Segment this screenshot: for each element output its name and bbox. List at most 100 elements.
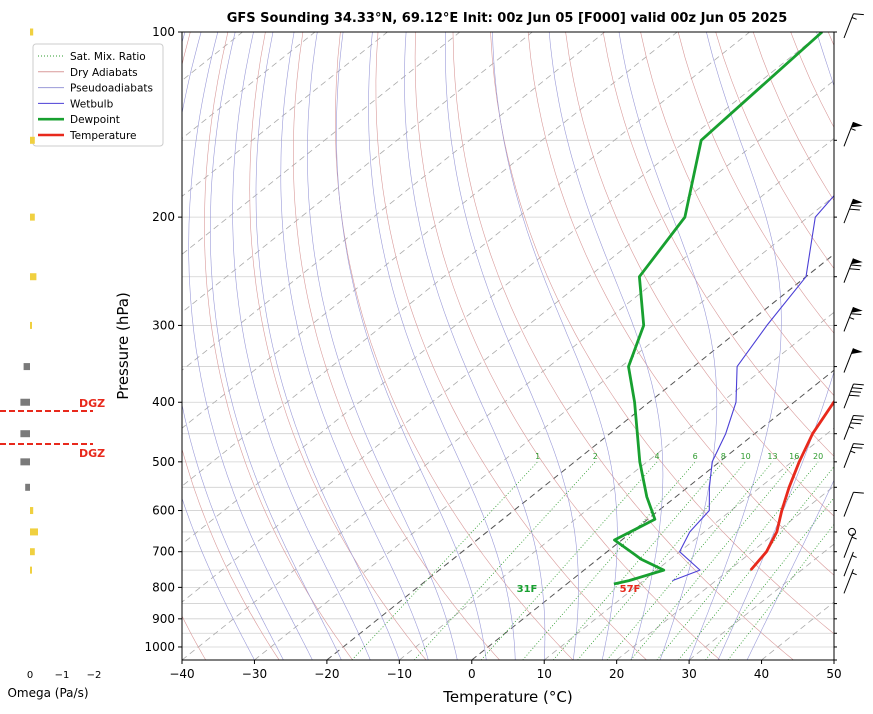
barb-staff [843, 443, 854, 469]
barb-full [850, 204, 862, 207]
x-tick-label: 30 [681, 667, 696, 681]
calm-marker [848, 527, 856, 536]
mixing-ratio-label: 16 [789, 452, 799, 461]
barb-staff [843, 551, 854, 577]
omega-bar [30, 273, 37, 281]
omega-bar [30, 528, 38, 536]
pseudoadiabat [188, 32, 313, 660]
series-dewpoint [613, 32, 824, 586]
y-tick-label: 100 [152, 25, 175, 39]
isotherm [471, 369, 834, 660]
barb-full [850, 313, 862, 316]
x-tick-label: 0 [468, 667, 476, 681]
y-tick-label: 1000 [144, 640, 175, 654]
dry-adiabat [866, 32, 873, 660]
dry-adiabat [565, 32, 834, 517]
mixing-ratio-label: 4 [654, 452, 659, 461]
barb-full [849, 208, 860, 211]
wind-barb [843, 568, 857, 594]
barb-staff [843, 568, 854, 594]
y-tick-label: 800 [152, 580, 175, 594]
dry-adiabat [334, 32, 574, 660]
pseudoadiabat [548, 32, 664, 660]
mixing-ratio-line [577, 461, 746, 660]
mixing-ratio-line [705, 497, 834, 660]
pseudoadiabat [255, 32, 400, 660]
wind-barb [843, 551, 857, 577]
y-tick-label: 200 [152, 210, 175, 224]
wind-barb [843, 383, 864, 409]
dgz-label-top: DGZ [79, 397, 105, 410]
pseudoadiabat [688, 32, 782, 660]
wind-barb [843, 533, 857, 558]
y-tick-label: 500 [152, 455, 175, 469]
barb-half [851, 572, 857, 576]
barb-full [851, 418, 863, 421]
mixing-ratio-label: 30 [857, 452, 867, 461]
legend-label: Pseudoadiabats [70, 83, 153, 95]
series-wetbulb [672, 194, 834, 582]
x-tick-label: −10 [387, 667, 412, 681]
isotherm [182, 32, 606, 371]
pseudoadiabat [336, 32, 487, 660]
x-tick-label: 10 [537, 667, 552, 681]
legend-box [32, 43, 164, 147]
barb-half [851, 555, 857, 558]
barb-flag [851, 198, 863, 205]
x-tick-label: −40 [169, 667, 194, 681]
barb-staff [843, 383, 854, 409]
surface-labels: 57F 31F [517, 584, 641, 595]
barb-flag [851, 307, 863, 313]
omega-bar [30, 548, 35, 556]
mixing-ratio-label: 20 [813, 452, 823, 461]
y-tick-label: 600 [152, 504, 175, 518]
omega-bar [20, 458, 30, 466]
barb-staff [843, 348, 854, 373]
mixing-ratio-line [413, 461, 596, 660]
x-axis-label: Temperature (°C) [442, 688, 572, 706]
dry-adiabat [204, 32, 353, 660]
pseudoadiabat [368, 32, 516, 660]
pseudoadiabat [280, 32, 429, 660]
dry-adiabat [640, 32, 834, 397]
dry-adiabat [490, 32, 834, 635]
pseudoadiabat [404, 32, 546, 660]
barb-half [850, 450, 856, 454]
barb-full [853, 443, 864, 445]
omega-bar [30, 507, 34, 515]
mixing-ratio-line [480, 461, 658, 660]
wind-barb [843, 443, 864, 469]
barb-staff [843, 13, 854, 39]
barb-full [851, 446, 863, 449]
mixing-ratio-line [552, 461, 724, 660]
x-tick-label: −20 [314, 667, 339, 681]
dry-adiabat [827, 32, 834, 47]
pseudoadiabat [182, 32, 284, 660]
wind-barbs [843, 13, 864, 594]
mixing-ratio-line [678, 466, 834, 660]
isotherm [182, 32, 750, 487]
legend-label: Dry Adiabats [70, 67, 138, 79]
isotherm [182, 32, 678, 429]
barb-half [851, 17, 857, 20]
dry-adiabat [677, 32, 834, 334]
pseudoadiabat [492, 32, 618, 660]
dry-adiabat [292, 32, 500, 660]
wind-barb [843, 307, 863, 332]
series-lines [613, 32, 834, 586]
omega-bar [30, 136, 35, 144]
barb-full [853, 383, 864, 386]
barb-staff [843, 415, 854, 440]
pseudoadiabat [746, 479, 834, 660]
legend-label: Temperature [69, 130, 137, 142]
wind-barb [843, 121, 863, 147]
isotherm [182, 32, 823, 545]
barb-staff [843, 533, 854, 558]
omega-bar [23, 363, 30, 371]
mixing-ratio-line [351, 461, 538, 660]
x-tick-label: 20 [609, 667, 624, 681]
wind-barb [843, 258, 863, 283]
barb-flag [851, 348, 863, 354]
barb-half [850, 128, 856, 131]
